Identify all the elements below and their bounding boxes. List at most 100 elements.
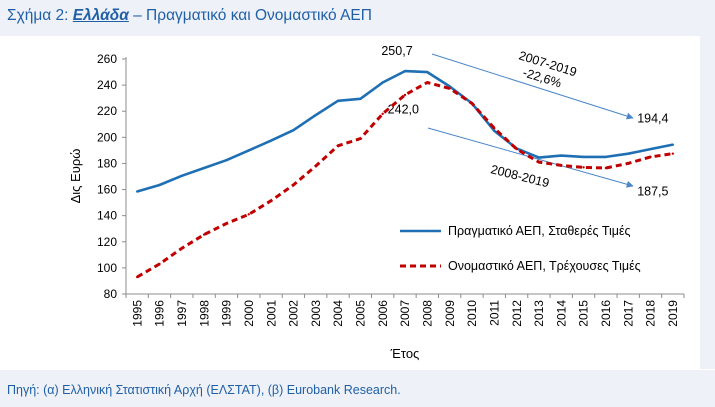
chart-axes: 80 100 120 140 160 180 200 220 240 260 1995 1996 199… [68,52,685,361]
real-gdp-point [247,149,250,152]
nominal-gdp-point [336,144,340,148]
nominal-gdp-point [202,233,206,236]
x-axis-title: Έτος [390,346,420,361]
chart-annotations: 250,7242,0194,4187,52007-2019-22,6%2008-… [381,44,668,199]
nominal-gdp-point [269,199,273,202]
nominal-gdp-point [493,126,496,130]
y-tick-label: 80 [104,287,118,301]
real-gdp-point [158,183,161,187]
nominal-gdp-point [515,147,518,151]
figure-subtitle: – Πραγματικό και Ονομαστικό ΑΕΠ [128,7,372,24]
nominal-gdp-point [403,93,407,97]
x-tick-label: 2019 [666,300,680,327]
real-gdp-point [426,70,429,74]
nominal-gdp-point [560,164,563,167]
real-gdp-point [359,97,362,101]
real-gdp-point [582,155,585,159]
y-tick-label: 100 [97,261,117,275]
y-tick-label: 140 [97,209,117,223]
y-tick-label: 120 [97,235,117,249]
source-band: Πηγή: (α) Ελληνική Στατιστική Αρχή (ΕΛΣΤ… [0,370,715,407]
x-tick-label: 1995 [130,300,144,327]
x-tick-label: 2013 [532,300,546,327]
period-2008-2019-label: 2008-2019 [489,162,550,190]
x-tick-label: 2007 [398,300,412,327]
chart-legend: Πραγματικό ΑΕΠ, Σταθερές Τιμές Ονομαστικό… [400,224,641,273]
real-gdp-point [314,113,317,117]
nominal-gdp-point [627,162,630,165]
x-tick-label: 2016 [599,300,613,327]
x-tick-label: 2001 [264,300,278,327]
y-tick-label: 200 [97,130,117,144]
real-gdp-point [180,174,183,178]
real-gdp-point [493,129,496,133]
x-tick-label: 2005 [354,300,368,327]
real-gdp-point [604,155,608,159]
figure-title: Σχήμα 2: Ελλάδα – Πραγματικό και Ονομαστ… [7,7,372,25]
x-tick-label: 2003 [309,300,323,327]
real-gdp-point [560,154,563,157]
x-tick-label: 2002 [287,300,301,327]
plot-panel [0,36,700,369]
title-band: Σχήμα 2: Ελλάδα – Πραγματικό και Ονομαστ… [0,0,715,36]
nominal-gdp-point [470,102,474,105]
nominal-gdp-point [314,164,317,168]
peak-real-gdp-label: 250,7 [381,44,412,58]
y-axis-title: Δις Ευρώ [68,149,83,204]
x-tick-label: 1999 [220,300,234,327]
real-gdp-point [649,147,652,151]
x-tick-label: 2012 [510,300,524,327]
nominal-gdp-point [671,152,675,155]
x-tick-label: 2006 [376,300,390,327]
peak-nominal-gdp-label: 242,0 [388,103,419,117]
x-tick-label: 2008 [421,300,435,327]
real-gdp-point [269,139,273,142]
y-tick-label: 160 [97,183,117,197]
nominal-gdp-point [158,262,161,266]
latest-real-gdp-label: 194,4 [637,112,668,126]
y-tick-label: 220 [97,104,117,118]
real-gdp-point [671,143,675,146]
nominal-gdp-point [247,213,250,216]
real-gdp-point [537,156,541,159]
nominal-gdp-point [448,87,451,90]
x-tick-label: 2018 [644,300,658,327]
legend-nominal-label: Ονομαστικό ΑΕΠ, Τρέχουσες Τιμές [448,259,641,273]
decline-2007-2019-arrow [431,53,634,120]
real-gdp-point [202,166,206,170]
real-gdp-point [403,69,407,73]
latest-nominal-gdp-label: 187,5 [637,185,668,199]
nominal-gdp-point [359,137,362,140]
nominal-gdp-point [537,160,541,164]
x-tick-label: 2014 [554,300,568,327]
right-margin-band [700,36,715,369]
x-tick-label: 1996 [153,300,167,327]
nominal-gdp-point [604,166,608,170]
x-tick-label: 2000 [242,300,256,327]
country-name: Ελλάδα [72,7,129,24]
x-tick-label: 2011 [487,300,501,326]
y-tick-label: 180 [97,156,117,170]
x-tick-label: 2010 [465,300,479,327]
nominal-gdp-point [582,166,585,169]
real-gdp-point [627,152,630,155]
real-gdp-point [225,158,228,162]
y-tick-label: 260 [97,52,117,66]
real-gdp-point [292,128,295,132]
x-tick-label: 1997 [175,300,189,327]
source-note: Πηγή: (α) Ελληνική Στατιστική Αρχή (ΕΛΣΤ… [7,383,401,397]
nominal-gdp-point [649,155,652,159]
real-gdp-line [136,69,674,193]
nominal-gdp-point [180,247,183,250]
nominal-gdp-point [135,275,139,279]
figure-number: Σχήμα 2: [7,7,73,24]
nominal-gdp-point [292,183,295,187]
legend-real-label: Πραγματικό ΑΕΠ, Σταθερές Τιμές [448,224,631,238]
x-tick-label: 2017 [621,300,635,327]
chart-series [135,69,675,279]
nominal-gdp-point [381,112,384,116]
nominal-gdp-point [225,222,228,225]
x-tick-label: 1998 [197,300,211,327]
